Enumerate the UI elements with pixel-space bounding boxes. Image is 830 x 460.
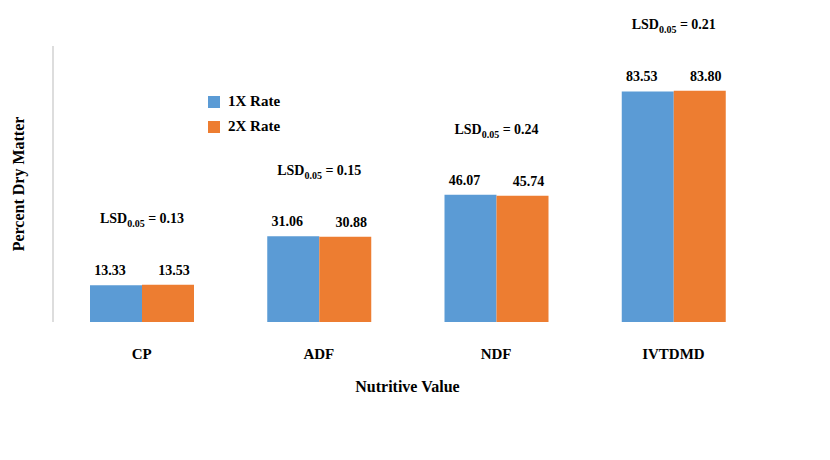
svg-text:Nutritive Value: Nutritive Value <box>355 378 459 395</box>
html-text:2X Rate: 2X Rate <box>228 118 281 134</box>
svg-text:LSD0.05 = 0.24: LSD0.05 = 0.24 <box>454 122 538 140</box>
svg-text:Percent Dry Matter: Percent Dry Matter <box>10 117 28 252</box>
svg-text:NDF: NDF <box>481 346 512 362</box>
svg-text:45.74: 45.74 <box>513 174 545 189</box>
svg-text:LSD0.05 = 0.13: LSD0.05 = 0.13 <box>100 211 184 229</box>
svg-text:13.33: 13.33 <box>94 263 126 278</box>
svg-text:LSD0.05 = 0.15: LSD0.05 = 0.15 <box>277 163 361 181</box>
svg-text:31.06: 31.06 <box>272 214 304 229</box>
svg-text:13.53: 13.53 <box>158 263 190 278</box>
svg-text:CP: CP <box>132 346 152 362</box>
svg-text:LSD0.05 = 0.21: LSD0.05 = 0.21 <box>632 17 716 35</box>
svg-text:30.88: 30.88 <box>336 215 368 230</box>
html-text:1X Rate: 1X Rate <box>228 93 281 109</box>
svg-text:83.80: 83.80 <box>690 69 722 84</box>
svg-text:83.53: 83.53 <box>626 69 658 84</box>
svg-text:ADF: ADF <box>303 346 334 362</box>
svg-text:46.07: 46.07 <box>449 173 481 188</box>
svg-text:IVTDMD: IVTDMD <box>642 346 705 362</box>
